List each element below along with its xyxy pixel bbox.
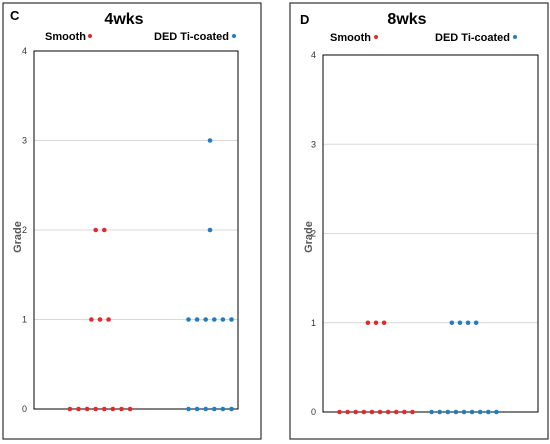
y-tick-label: 1: [22, 315, 27, 325]
data-point-smooth: [381, 320, 387, 326]
data-point-smooth: [361, 409, 367, 415]
data-point-smooth: [93, 227, 98, 233]
y-tick-label: 3: [22, 136, 27, 146]
data-point-ded-ti-coated: [457, 320, 463, 326]
y-axis-label: Grade: [303, 221, 315, 253]
y-tick-label: 1: [311, 318, 316, 328]
data-point-smooth: [93, 406, 98, 412]
y-tick-label: 4: [22, 46, 27, 56]
y-tick-label: 0: [22, 404, 27, 414]
data-point-ded-ti-coated: [203, 406, 208, 412]
legend-marker: [232, 34, 236, 38]
data-point-smooth: [102, 406, 107, 412]
panel-letter: D: [300, 12, 309, 27]
data-point-ded-ti-coated: [445, 409, 451, 415]
chart-title: 8wks: [387, 11, 426, 28]
data-point-smooth: [84, 406, 90, 412]
data-point-ded-ti-coated: [194, 406, 200, 412]
data-point-smooth: [89, 317, 94, 322]
legend-label: Smooth: [45, 31, 86, 43]
legend-marker: [513, 35, 517, 39]
data-point-smooth: [106, 317, 111, 322]
data-point-ded-ti-coated: [220, 406, 226, 412]
data-point-ded-ti-coated: [437, 409, 443, 415]
data-point-ded-ti-coated: [473, 320, 479, 326]
data-point-smooth: [369, 409, 375, 415]
data-point-ded-ti-coated: [465, 320, 471, 326]
data-point-ded-ti-coated: [429, 409, 434, 415]
data-point-smooth: [127, 406, 133, 412]
data-point-ded-ti-coated: [186, 317, 191, 322]
data-point-smooth: [110, 406, 116, 412]
y-tick-label: 3: [311, 139, 316, 149]
data-point-smooth: [353, 409, 359, 415]
data-point-smooth: [385, 409, 391, 415]
y-tick-label: 2: [22, 225, 27, 235]
data-point-smooth: [377, 409, 383, 415]
data-point-ded-ti-coated: [207, 227, 213, 233]
legend-marker: [88, 34, 92, 38]
y-tick-label: 0: [311, 407, 316, 417]
data-point-ded-ti-coated: [212, 406, 217, 412]
data-point-smooth: [410, 409, 415, 415]
data-point-smooth: [402, 409, 407, 415]
data-point-ded-ti-coated: [461, 409, 467, 415]
data-point-smooth: [345, 409, 350, 415]
data-point-smooth: [102, 227, 107, 233]
legend-marker: [374, 35, 378, 39]
panel-border: [289, 2, 549, 440]
data-point-smooth: [76, 406, 81, 412]
data-point-ded-ti-coated: [207, 138, 213, 143]
data-point-ded-ti-coated: [229, 406, 234, 412]
data-point-ded-ti-coated: [212, 317, 217, 322]
y-axis-label: Grade: [12, 221, 24, 253]
panel-border: [2, 2, 262, 440]
data-point-smooth: [97, 317, 103, 322]
data-point-ded-ti-coated: [194, 317, 200, 322]
data-point-ded-ti-coated: [449, 320, 455, 326]
data-point-smooth: [67, 406, 73, 412]
data-point-smooth: [337, 409, 342, 415]
data-point-smooth: [365, 320, 371, 326]
data-point-smooth: [393, 409, 399, 415]
legend-label: DED Ti-coated: [435, 32, 510, 44]
panel-letter: C: [10, 8, 20, 23]
data-point-ded-ti-coated: [220, 317, 226, 322]
data-point-ded-ti-coated: [494, 409, 499, 415]
data-point-ded-ti-coated: [453, 409, 459, 415]
legend-label: DED Ti-coated: [154, 31, 229, 43]
data-point-ded-ti-coated: [469, 409, 475, 415]
y-tick-label: 2: [311, 229, 316, 239]
plot-area-frame: [33, 50, 239, 410]
data-point-smooth: [373, 320, 379, 326]
data-point-smooth: [119, 406, 124, 412]
chart-title: 4wks: [104, 11, 143, 28]
y-tick-label: 4: [311, 50, 316, 60]
data-point-ded-ti-coated: [203, 317, 208, 322]
data-point-ded-ti-coated: [486, 409, 491, 415]
data-point-ded-ti-coated: [229, 317, 234, 322]
legend-label: Smooth: [330, 32, 371, 44]
data-point-ded-ti-coated: [186, 406, 191, 412]
data-point-ded-ti-coated: [477, 409, 483, 415]
